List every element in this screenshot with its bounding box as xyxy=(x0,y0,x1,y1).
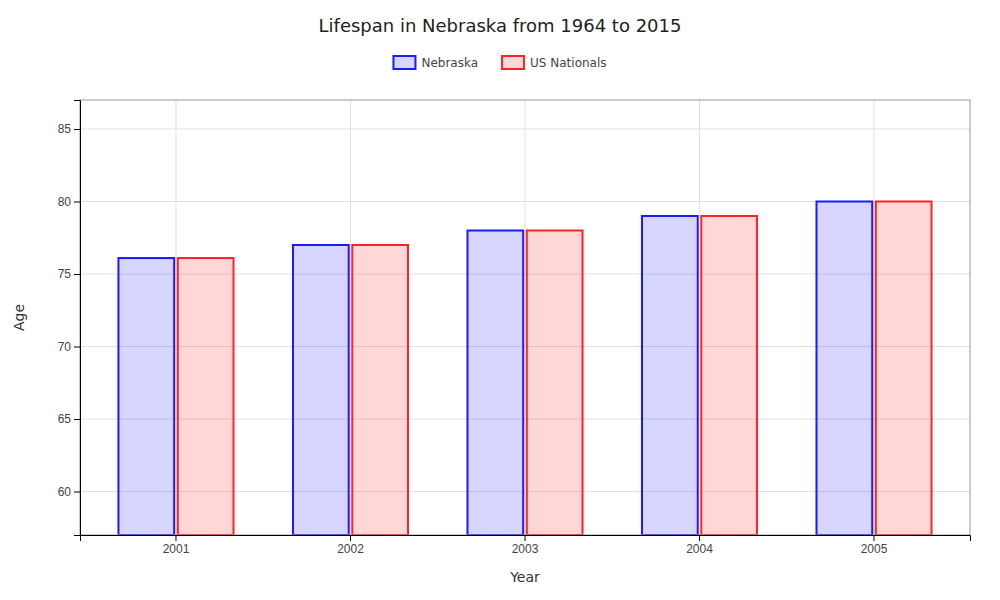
x-tick-mark xyxy=(699,535,700,541)
bar xyxy=(876,202,932,536)
legend-swatch xyxy=(393,56,415,69)
chart-title: Lifespan in Nebraska from 1964 to 2015 xyxy=(319,15,682,36)
y-axis-title: Age xyxy=(11,304,27,331)
legend-item: Nebraska xyxy=(393,56,478,70)
x-tick-mark xyxy=(175,535,176,541)
y-tick-label: 70 xyxy=(58,340,72,354)
bar xyxy=(642,216,698,535)
legend-item: US Nationals xyxy=(502,56,606,70)
bar-series xyxy=(118,202,872,536)
grid xyxy=(80,100,970,535)
y-tick-mark xyxy=(74,419,80,420)
y-axis: 60 65 70 75 80 85 xyxy=(58,101,81,536)
bar xyxy=(527,231,583,536)
x-tick-label: 2003 xyxy=(512,542,539,556)
y-tick-label: 65 xyxy=(58,412,72,426)
legend: Nebraska US Nationals xyxy=(393,56,606,70)
x-axis-title: Year xyxy=(509,569,540,585)
x-axis-line xyxy=(81,536,971,542)
x-tick-mark xyxy=(874,535,875,541)
grid-line-x xyxy=(699,100,700,535)
plot: 60 65 70 75 80 85 2001 2002 2003 2004 2005 xyxy=(58,100,971,556)
y-tick: 80 xyxy=(58,195,80,209)
x-tick: 2003 xyxy=(512,535,539,556)
y-tick: 85 xyxy=(58,122,80,136)
x-tick-mark xyxy=(525,535,526,541)
bars xyxy=(118,202,931,536)
grid-line-x xyxy=(175,100,176,535)
legend-label: Nebraska xyxy=(421,56,478,70)
bar xyxy=(701,216,757,535)
y-tick-label: 60 xyxy=(58,485,72,499)
bar xyxy=(352,245,408,535)
y-tick-label: 85 xyxy=(58,122,72,136)
grid-line-x xyxy=(874,100,875,535)
x-tick-label: 2001 xyxy=(163,542,190,556)
grid-line-x xyxy=(350,100,351,535)
y-tick-mark xyxy=(74,202,80,203)
grid-line-x xyxy=(525,100,526,535)
y-tick-label: 75 xyxy=(58,267,72,281)
x-axis: 2001 2002 2003 2004 2005 xyxy=(81,535,971,556)
y-tick: 60 xyxy=(58,485,80,499)
legend-swatch xyxy=(502,56,524,69)
y-tick: 75 xyxy=(58,267,80,281)
bar xyxy=(178,258,234,535)
x-tick-label: 2004 xyxy=(686,542,713,556)
y-tick-mark xyxy=(74,129,80,130)
x-tick: 2002 xyxy=(337,535,364,556)
y-tick-mark xyxy=(74,492,80,493)
chart: 60 65 70 75 80 85 2001 2002 2003 2004 2005 Year Age L… xyxy=(0,0,1000,600)
y-axis-line xyxy=(74,101,81,536)
x-tick-label: 2005 xyxy=(861,542,888,556)
bar xyxy=(293,245,349,535)
bar xyxy=(118,258,174,535)
y-tick-mark xyxy=(74,274,80,275)
x-tick-mark xyxy=(350,535,351,541)
y-tick: 70 xyxy=(58,340,80,354)
plot-frame xyxy=(80,100,970,535)
y-tick: 65 xyxy=(58,412,80,426)
y-tick-mark xyxy=(74,347,80,348)
legend-label: US Nationals xyxy=(530,56,606,70)
x-tick: 2005 xyxy=(861,535,888,556)
bar xyxy=(467,231,523,536)
x-tick: 2001 xyxy=(163,535,190,556)
x-tick-label: 2002 xyxy=(337,542,364,556)
y-tick-label: 80 xyxy=(58,195,72,209)
bar xyxy=(816,202,872,536)
bar-series xyxy=(178,202,932,536)
x-tick: 2004 xyxy=(686,535,713,556)
